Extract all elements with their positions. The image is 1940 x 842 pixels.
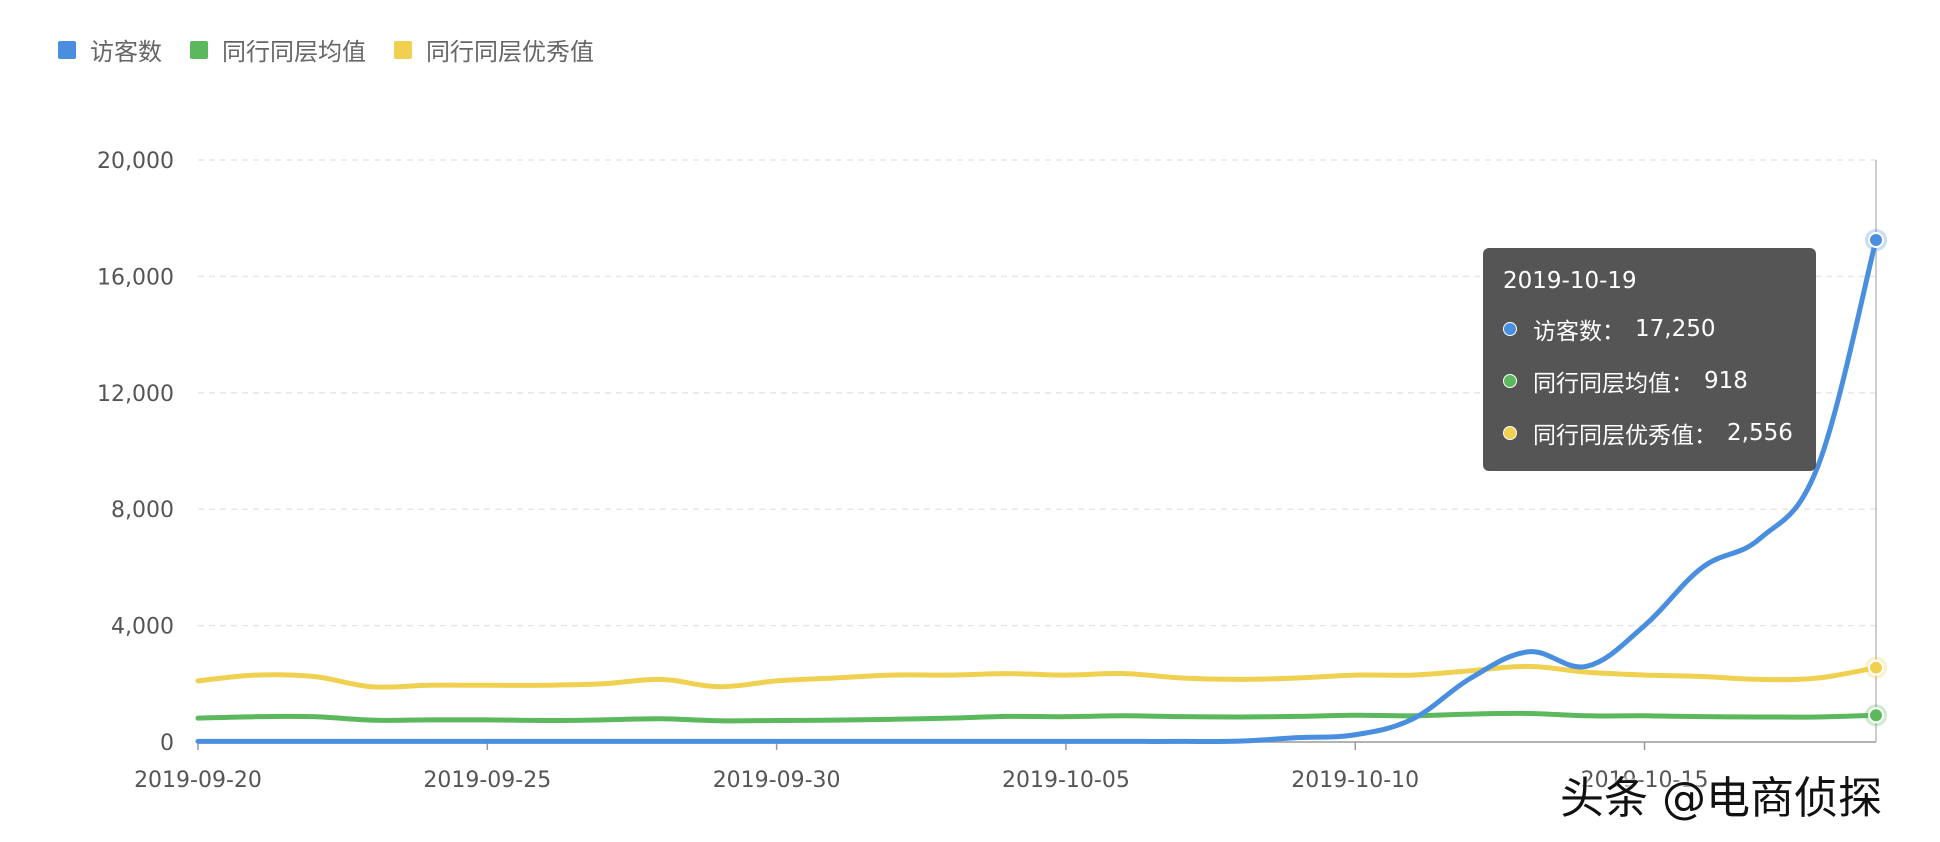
legend-swatch-peer-average bbox=[190, 40, 208, 59]
tooltip-value-visitors: 17,250 bbox=[1635, 316, 1716, 342]
series-line-visitors bbox=[195, 237, 1879, 745]
chart-legend: 访客数 同行同层均值 同行同层优秀值 bbox=[58, 32, 594, 67]
x-tick-label: 2019-10-10 bbox=[1291, 768, 1419, 793]
y-tick-label: 0 bbox=[160, 731, 174, 756]
tooltip-row-peer-average: 同行同层均值： 918 bbox=[1503, 364, 1796, 398]
tooltip-date: 2019-10-19 bbox=[1503, 268, 1637, 294]
tooltip-sep: ： bbox=[1694, 423, 1717, 449]
legend-swatch-peer-excellent bbox=[394, 40, 412, 59]
tooltip-name-peer-excellent: 同行同层优秀值 bbox=[1533, 423, 1694, 449]
legend-label-peer-excellent: 同行同层优秀值 bbox=[426, 38, 594, 66]
tooltip: 2019-10-19 访客数： 17,250 同行同层均值： 918 同行同层优… bbox=[1483, 248, 1816, 471]
legend-swatch-visitors bbox=[58, 40, 76, 59]
tooltip-dot-visitors bbox=[1503, 322, 1517, 336]
series-line-peer-average bbox=[195, 710, 1879, 724]
legend-label-peer-average: 同行同层均值 bbox=[222, 38, 366, 66]
y-tick-label: 16,000 bbox=[97, 265, 174, 290]
series-line-peer-excellent bbox=[195, 663, 1879, 690]
legend-item-visitors[interactable]: 访客数 bbox=[58, 32, 162, 67]
tooltip-value-peer-average: 918 bbox=[1704, 368, 1748, 394]
tooltip-name-peer-average: 同行同层均值 bbox=[1533, 371, 1671, 397]
series-lines bbox=[195, 237, 1879, 745]
highlight-point-peer-average bbox=[1868, 707, 1884, 724]
tooltip-sep: ： bbox=[1602, 319, 1625, 345]
tooltip-sep: ： bbox=[1671, 371, 1694, 397]
tooltip-value-peer-excellent: 2,556 bbox=[1727, 420, 1793, 446]
x-tick-label: 2019-09-20 bbox=[134, 768, 262, 793]
x-tick-label: 2019-10-05 bbox=[1002, 768, 1130, 793]
tooltip-dot-peer-excellent bbox=[1503, 426, 1517, 440]
tooltip-row-peer-excellent: 同行同层优秀值： 2,556 bbox=[1503, 416, 1796, 450]
watermark: 头条 @电商侦探 bbox=[1560, 773, 1882, 824]
legend-item-peer-average[interactable]: 同行同层均值 bbox=[190, 32, 366, 67]
x-tick-label: 2019-09-25 bbox=[423, 768, 551, 793]
y-tick-label: 4,000 bbox=[111, 615, 174, 640]
legend-item-peer-excellent[interactable]: 同行同层优秀值 bbox=[394, 32, 594, 67]
x-tick-label: 2019-10-15 bbox=[1581, 768, 1709, 793]
highlight-points bbox=[1865, 229, 1887, 727]
highlight-point-visitors bbox=[1868, 232, 1884, 249]
tooltip-row-visitors: 访客数： 17,250 bbox=[1503, 312, 1796, 346]
y-tick-label: 12,000 bbox=[97, 382, 174, 407]
x-tick-label: 2019-09-30 bbox=[713, 768, 841, 793]
highlight-point-peer-excellent bbox=[1868, 659, 1884, 676]
y-tick-label: 8,000 bbox=[111, 498, 174, 523]
tick-labels: 0 4,000 8,000 12,000 16,000 20,000 2019-09-20 2… bbox=[97, 149, 1708, 793]
y-tick-label: 20,000 bbox=[97, 149, 174, 174]
tooltip-name-visitors: 访客数 bbox=[1533, 319, 1602, 345]
legend-label-visitors: 访客数 bbox=[90, 38, 162, 66]
tooltip-dot-peer-average bbox=[1503, 374, 1517, 388]
